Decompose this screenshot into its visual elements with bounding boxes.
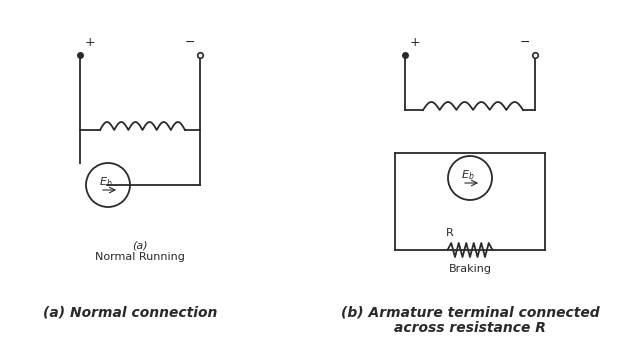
Text: +: + (410, 36, 420, 49)
Text: Normal Running: Normal Running (95, 252, 185, 262)
Text: −: − (184, 36, 195, 49)
Text: +: + (85, 36, 95, 49)
Text: Braking: Braking (449, 264, 492, 274)
Text: −: − (520, 36, 530, 49)
Text: (b) Armature terminal connected
across resistance R: (b) Armature terminal connected across r… (340, 305, 599, 335)
Text: $E_b$: $E_b$ (99, 175, 113, 189)
Text: $E_b$: $E_b$ (461, 168, 475, 182)
Text: (a): (a) (132, 240, 148, 250)
Text: (a) Normal connection: (a) Normal connection (43, 305, 217, 319)
Text: R: R (446, 228, 454, 238)
